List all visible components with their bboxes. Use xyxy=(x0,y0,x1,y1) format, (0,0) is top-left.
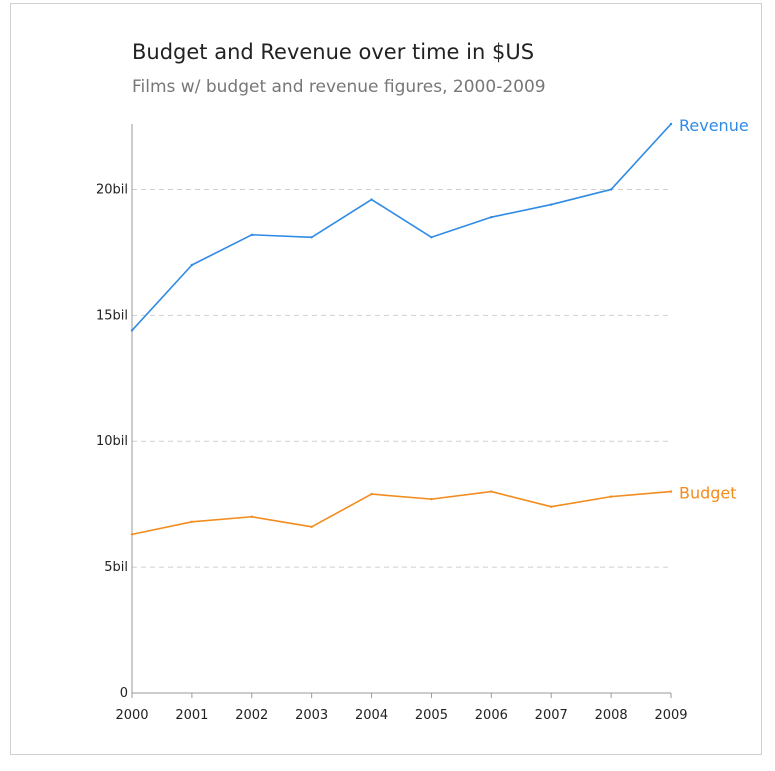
x-tick-label: 2007 xyxy=(535,708,568,723)
data-point-revenue xyxy=(130,329,134,332)
data-point-budget xyxy=(430,497,433,501)
data-point-revenue xyxy=(370,198,373,201)
x-axis-ticks: 2000 2001 2002 2003 2004 2005 2006 2007 2008 2009 xyxy=(115,693,688,723)
y-tick-label: 5bil xyxy=(104,560,128,575)
series-label-budget: Budget xyxy=(679,484,737,503)
data-point-revenue xyxy=(430,236,433,239)
x-tick-label: 2004 xyxy=(355,708,388,723)
data-point-revenue xyxy=(250,233,253,236)
data-point-budget xyxy=(250,515,253,518)
data-point-revenue xyxy=(190,263,194,267)
data-point-revenue xyxy=(609,188,613,191)
x-tick-label: 2000 xyxy=(115,708,148,723)
grid-lines xyxy=(132,188,671,568)
data-point-budget xyxy=(490,490,493,493)
chart-frame xyxy=(10,3,762,755)
data-point-budget xyxy=(190,520,194,523)
series-lines: Revenue Budget xyxy=(130,116,749,536)
y-tick-label: 10bil xyxy=(96,434,128,449)
data-point-budget xyxy=(609,495,613,498)
x-tick-label: 2009 xyxy=(654,708,687,723)
x-tick-label: 2001 xyxy=(175,708,208,723)
chart-subtitle: Films w/ budget and revenue figures, 200… xyxy=(132,77,546,97)
series-label-revenue: Revenue xyxy=(679,116,749,135)
data-point-budget xyxy=(310,525,313,529)
data-point-budget xyxy=(130,533,134,536)
data-point-revenue xyxy=(669,122,673,126)
series-line-budget xyxy=(131,490,672,536)
y-tick-label: 0 xyxy=(120,686,128,701)
x-tick-label: 2008 xyxy=(595,708,628,723)
data-point-budget xyxy=(370,492,373,496)
x-tick-label: 2002 xyxy=(235,708,268,723)
data-point-revenue xyxy=(550,203,553,206)
data-point-budget xyxy=(550,505,553,508)
y-axis-ticks: 0 5bil 10bil 15bil 20bil xyxy=(96,182,128,701)
x-tick-label: 2006 xyxy=(475,708,508,723)
series-line-revenue xyxy=(131,123,672,331)
data-point-revenue xyxy=(490,215,493,219)
y-tick-label: 20bil xyxy=(96,182,128,197)
data-point-budget xyxy=(669,490,673,493)
data-point-revenue xyxy=(310,236,313,239)
chart-title: Budget and Revenue over time in $US xyxy=(132,40,535,64)
x-tick-label: 2005 xyxy=(415,708,448,723)
y-tick-label: 15bil xyxy=(96,308,128,323)
x-tick-label: 2003 xyxy=(295,708,328,723)
